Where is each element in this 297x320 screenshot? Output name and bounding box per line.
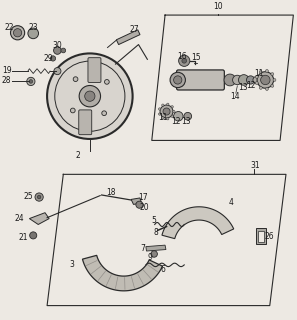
Circle shape	[266, 87, 268, 91]
Circle shape	[37, 195, 41, 199]
Circle shape	[233, 75, 242, 85]
Text: 16: 16	[178, 52, 187, 61]
Text: 12: 12	[171, 117, 181, 126]
Text: 25: 25	[24, 192, 34, 201]
Text: 12: 12	[246, 81, 255, 90]
Text: 10: 10	[213, 2, 223, 11]
Circle shape	[271, 84, 274, 87]
Text: 8: 8	[154, 228, 158, 237]
Text: 20: 20	[139, 203, 149, 212]
Circle shape	[255, 82, 258, 84]
Circle shape	[162, 104, 164, 106]
Text: 26: 26	[265, 232, 274, 241]
Circle shape	[178, 55, 190, 66]
Circle shape	[35, 193, 43, 201]
Circle shape	[182, 59, 187, 63]
Circle shape	[174, 112, 183, 121]
Circle shape	[224, 74, 236, 86]
Text: 13: 13	[181, 117, 191, 126]
Circle shape	[173, 110, 175, 113]
Polygon shape	[256, 228, 266, 244]
Circle shape	[238, 75, 249, 85]
Circle shape	[30, 232, 37, 239]
Text: 9: 9	[148, 253, 152, 262]
Text: 23: 23	[29, 23, 38, 32]
Circle shape	[79, 85, 101, 107]
Circle shape	[47, 53, 133, 139]
Circle shape	[162, 117, 164, 119]
Circle shape	[255, 76, 258, 78]
Circle shape	[151, 251, 157, 257]
Circle shape	[10, 26, 25, 40]
Circle shape	[273, 78, 276, 81]
Circle shape	[61, 48, 66, 53]
Circle shape	[184, 112, 192, 120]
Text: 14: 14	[230, 92, 240, 101]
Circle shape	[53, 47, 61, 54]
Circle shape	[160, 105, 173, 118]
Circle shape	[163, 108, 170, 115]
Circle shape	[174, 76, 182, 84]
Text: 31: 31	[250, 161, 260, 170]
Text: 11: 11	[255, 69, 264, 78]
Text: 24: 24	[15, 214, 24, 223]
Polygon shape	[146, 245, 166, 251]
Polygon shape	[116, 30, 140, 44]
Circle shape	[85, 91, 95, 101]
Text: 27: 27	[129, 25, 139, 34]
Circle shape	[247, 76, 255, 84]
Polygon shape	[29, 213, 49, 225]
Text: 29: 29	[43, 54, 53, 63]
Text: 30: 30	[53, 41, 62, 50]
FancyBboxPatch shape	[176, 70, 224, 90]
Circle shape	[167, 103, 169, 105]
Text: 17: 17	[138, 193, 148, 202]
Circle shape	[170, 72, 185, 88]
Text: 7: 7	[140, 244, 145, 253]
Circle shape	[73, 77, 78, 82]
Circle shape	[167, 118, 169, 120]
Circle shape	[27, 77, 35, 85]
Circle shape	[70, 108, 75, 113]
Text: 6: 6	[161, 265, 165, 274]
Circle shape	[158, 108, 161, 110]
Circle shape	[259, 71, 262, 74]
Circle shape	[271, 73, 274, 76]
Circle shape	[50, 56, 56, 61]
Text: 4: 4	[228, 198, 233, 207]
Text: 11: 11	[158, 113, 168, 122]
Text: 3: 3	[70, 260, 75, 269]
Circle shape	[29, 80, 33, 83]
Circle shape	[266, 69, 268, 72]
Text: 19: 19	[2, 66, 12, 75]
Circle shape	[102, 111, 107, 116]
Polygon shape	[131, 198, 141, 204]
Circle shape	[259, 86, 262, 89]
Circle shape	[158, 113, 161, 115]
Text: 15: 15	[191, 53, 201, 62]
Text: 2: 2	[76, 151, 80, 160]
Text: 22: 22	[5, 23, 14, 32]
Circle shape	[171, 106, 173, 108]
Circle shape	[253, 76, 260, 84]
Circle shape	[13, 29, 22, 37]
Circle shape	[28, 28, 39, 39]
Circle shape	[136, 201, 143, 208]
Circle shape	[54, 68, 61, 75]
FancyBboxPatch shape	[88, 58, 101, 83]
Text: 5: 5	[151, 216, 156, 225]
Circle shape	[261, 75, 270, 85]
Circle shape	[171, 115, 173, 117]
Polygon shape	[162, 207, 234, 239]
Polygon shape	[258, 231, 264, 242]
Circle shape	[105, 80, 109, 84]
Polygon shape	[83, 255, 162, 291]
Text: 28: 28	[2, 76, 11, 85]
Text: 18: 18	[106, 188, 115, 197]
Circle shape	[257, 72, 274, 88]
Text: 21: 21	[19, 233, 28, 242]
Text: 13: 13	[238, 83, 248, 92]
FancyBboxPatch shape	[79, 110, 92, 135]
